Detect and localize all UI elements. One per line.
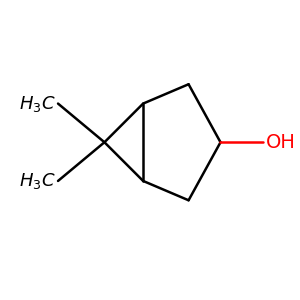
Text: OH: OH [266, 133, 296, 152]
Text: $H_3C$: $H_3C$ [19, 171, 55, 191]
Text: $H_3C$: $H_3C$ [19, 94, 55, 114]
